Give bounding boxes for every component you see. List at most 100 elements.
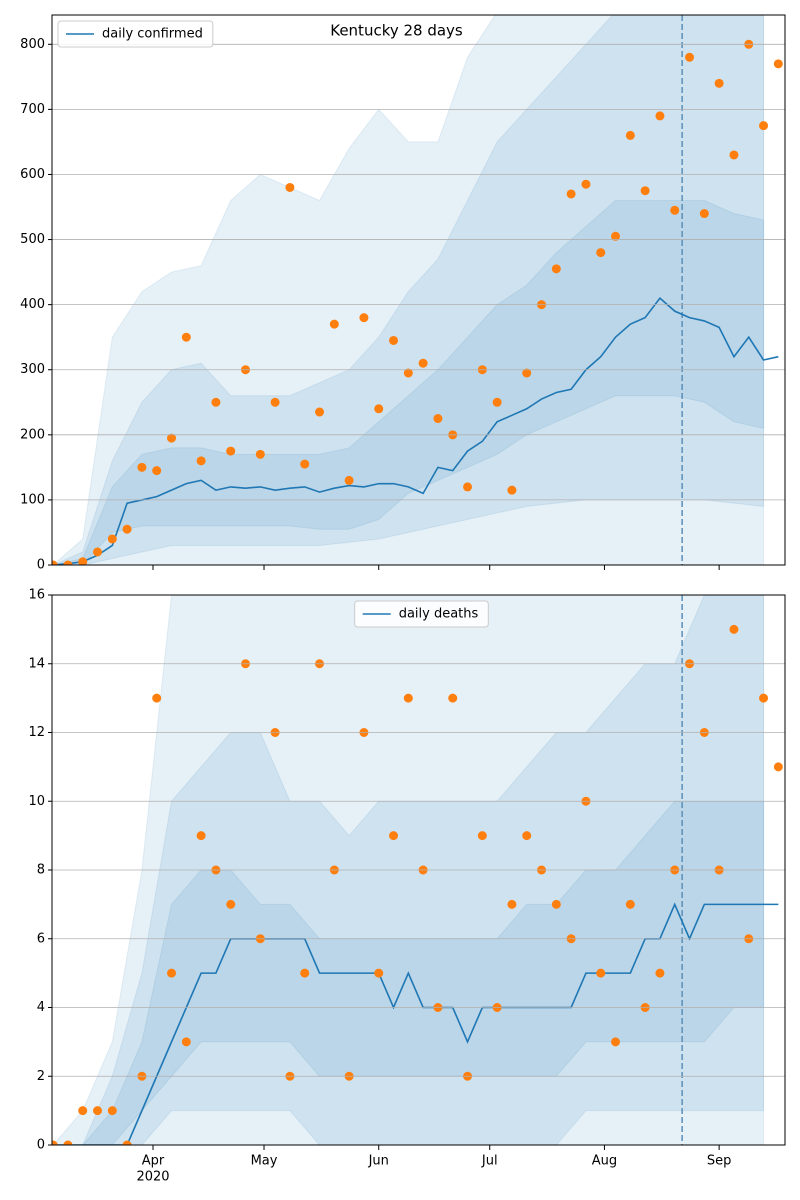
data-point (611, 1037, 621, 1047)
data-point (300, 968, 310, 978)
axes-frame (51, 594, 786, 1146)
data-point (374, 404, 384, 414)
data-point (655, 111, 665, 121)
legend-box (354, 600, 489, 628)
data-point (226, 899, 236, 909)
legend: daily deaths (354, 600, 489, 628)
data-point (625, 130, 635, 140)
data-point (78, 557, 88, 565)
y-tick-label: 8 (37, 863, 45, 878)
y-tick-label: 4 (37, 1000, 45, 1015)
data-point (640, 186, 650, 196)
data-point (551, 899, 561, 909)
series-line (53, 296, 779, 565)
data-point (685, 52, 695, 62)
data-point (507, 485, 517, 495)
data-point (52, 560, 58, 565)
data-point (300, 459, 310, 469)
data-point (611, 231, 621, 241)
legend-label: daily deaths (399, 607, 479, 622)
data-point (566, 189, 576, 199)
x-tick-label: Aug (592, 1154, 617, 1169)
y-tick-label: 6 (37, 931, 45, 946)
axes-frame (51, 14, 786, 566)
y-tick-label: 500 (20, 232, 45, 247)
data-point (581, 179, 591, 189)
data-point (389, 831, 399, 841)
legend: daily confirmed (57, 20, 214, 48)
chart-title: Kentucky 28 days (330, 22, 463, 40)
data-point (418, 358, 428, 368)
data-point (596, 968, 606, 978)
data-point (729, 150, 739, 160)
data-point (759, 121, 769, 131)
data-point (137, 462, 147, 472)
x-tick-label: May (251, 1154, 278, 1169)
x-year-label: 2020 (136, 1170, 169, 1185)
data-point (78, 1106, 88, 1116)
x-tick-label: Sep (707, 1154, 732, 1169)
data-point (270, 397, 280, 407)
data-point (759, 693, 769, 703)
data-point (181, 332, 191, 342)
data-point (714, 78, 724, 88)
y-tick-label: 700 (20, 102, 45, 117)
legend-box (57, 20, 214, 48)
data-point (152, 466, 162, 476)
plot-area (52, 595, 783, 1145)
data-point (93, 1106, 103, 1116)
data-point (211, 397, 221, 407)
data-point (477, 831, 487, 841)
y-tick-label: 16 (28, 588, 45, 603)
data-point (122, 1140, 132, 1145)
data-point (93, 547, 103, 557)
data-point (107, 534, 117, 544)
y-tick-label: 2 (37, 1069, 45, 1084)
data-point (226, 446, 236, 456)
data-point (433, 414, 443, 424)
data-point (315, 407, 325, 417)
data-point (359, 313, 369, 323)
data-point (152, 693, 162, 703)
data-point (403, 693, 413, 703)
data-point (63, 1140, 73, 1145)
data-point (107, 1106, 117, 1116)
y-tick-label: 0 (37, 558, 45, 573)
data-point (773, 59, 783, 69)
data-point (374, 968, 384, 978)
data-point (122, 524, 132, 534)
data-point (773, 762, 783, 772)
data-point (389, 335, 399, 345)
data-point (196, 831, 206, 841)
data-point (196, 456, 206, 466)
data-point (670, 205, 680, 215)
data-point (522, 368, 532, 378)
y-tick-label: 14 (28, 656, 45, 671)
data-point (344, 475, 354, 485)
band (53, 200, 765, 565)
y-tick-label: 200 (20, 427, 45, 442)
y-tick-label: 300 (20, 362, 45, 377)
data-point (522, 831, 532, 841)
y-tick-label: 600 (20, 167, 45, 182)
plot-area (52, 15, 783, 565)
x-tick-label: Jul (481, 1154, 498, 1169)
data-point (551, 264, 561, 274)
data-point (729, 624, 739, 634)
band (52, 15, 765, 565)
y-tick-label: 10 (28, 794, 45, 809)
y-tick-label: 400 (20, 297, 45, 312)
data-point (507, 899, 517, 909)
data-point (255, 449, 265, 459)
y-tick-label: 12 (28, 725, 45, 740)
data-point (699, 209, 709, 219)
y-tick-label: 800 (20, 37, 45, 52)
data-point (403, 368, 413, 378)
data-point (329, 319, 339, 329)
data-point (285, 182, 295, 192)
x-tick-label: Apr (142, 1154, 165, 1169)
x-tick-label: Jun (368, 1154, 389, 1169)
